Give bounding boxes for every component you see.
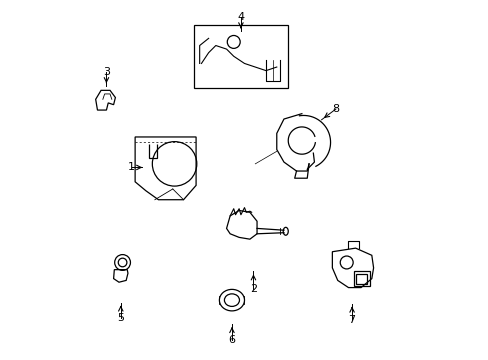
Text: 8: 8 (332, 104, 339, 114)
Bar (353, 271, 369, 286)
Bar (194, 25, 287, 87)
Text: 6: 6 (228, 334, 235, 345)
Text: 4: 4 (237, 12, 244, 22)
Text: 3: 3 (103, 67, 110, 77)
Text: 5: 5 (117, 313, 124, 323)
Bar (356, 274, 366, 284)
Text: 2: 2 (249, 284, 257, 294)
Text: 7: 7 (348, 315, 355, 325)
Text: 1: 1 (128, 162, 135, 172)
